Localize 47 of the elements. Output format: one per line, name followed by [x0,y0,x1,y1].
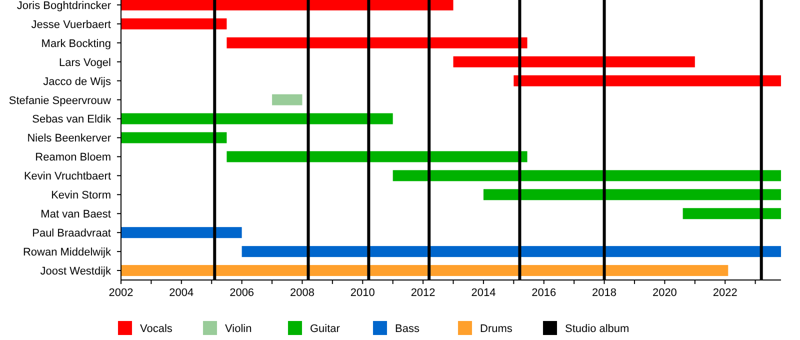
y-tick-label: Kevin Storm [51,190,111,202]
legend-label: Drums [480,323,513,335]
bar [121,18,227,30]
legend-label: Violin [225,323,252,335]
bar [226,37,528,48]
x-tick-label: 2004 [169,287,194,299]
y-tick-label: Rowan Middelwijk [22,246,112,259]
y-tick-label: Niels Beenkerver [27,132,112,145]
legend-label: Vocals [140,323,173,335]
bar [453,56,695,68]
x-tick-label: 2014 [471,287,496,299]
bar [121,0,454,10]
bar [226,151,528,162]
x-tick-label: 2006 [230,287,254,299]
bar [121,113,393,124]
x-tick-label: 2008 [290,287,314,299]
bar [682,208,781,220]
y-tick-label: Joost Westdijk [40,266,112,278]
x-tick-label: 2018 [592,287,617,299]
x-tick-label: 2016 [532,287,556,299]
x-tick-label: 2022 [712,287,738,299]
y-tick-label: Stefanie Speervrouw [8,94,112,107]
y-tick-label: Sebas van Eldik [32,114,112,126]
bar [121,132,227,144]
y-tick-label: Reamon Bloem [35,152,111,164]
y-tick-label: Lars Vogel [59,56,111,69]
x-tick-label: 2010 [350,287,375,299]
legend-label: Studio album [565,323,630,335]
bar [121,227,242,238]
y-tick-label: Jesse Vuerbaert [31,18,111,31]
y-tick-label: Jacco de Wijs [43,76,112,88]
y-tick-label: Paul Braadvraat [32,228,111,240]
bar [483,189,781,200]
x-tick-label: 2012 [410,287,436,299]
bar [514,75,781,86]
bar [272,94,302,106]
bar [242,246,781,258]
y-tick-label: Mat van Baest [40,208,111,221]
y-tick-label: Mark Bockting [41,38,111,50]
legend-label: Bass [395,323,420,335]
y-tick-label: Kevin Vruchtbaert [24,170,111,183]
y-tick-label: Joris Boghtdrincker [16,0,112,12]
x-tick-label: 2020 [652,287,677,299]
bar [121,265,728,276]
legend-label: Guitar [310,323,340,335]
x-tick-label: 2002 [108,287,134,299]
bar [392,170,781,182]
